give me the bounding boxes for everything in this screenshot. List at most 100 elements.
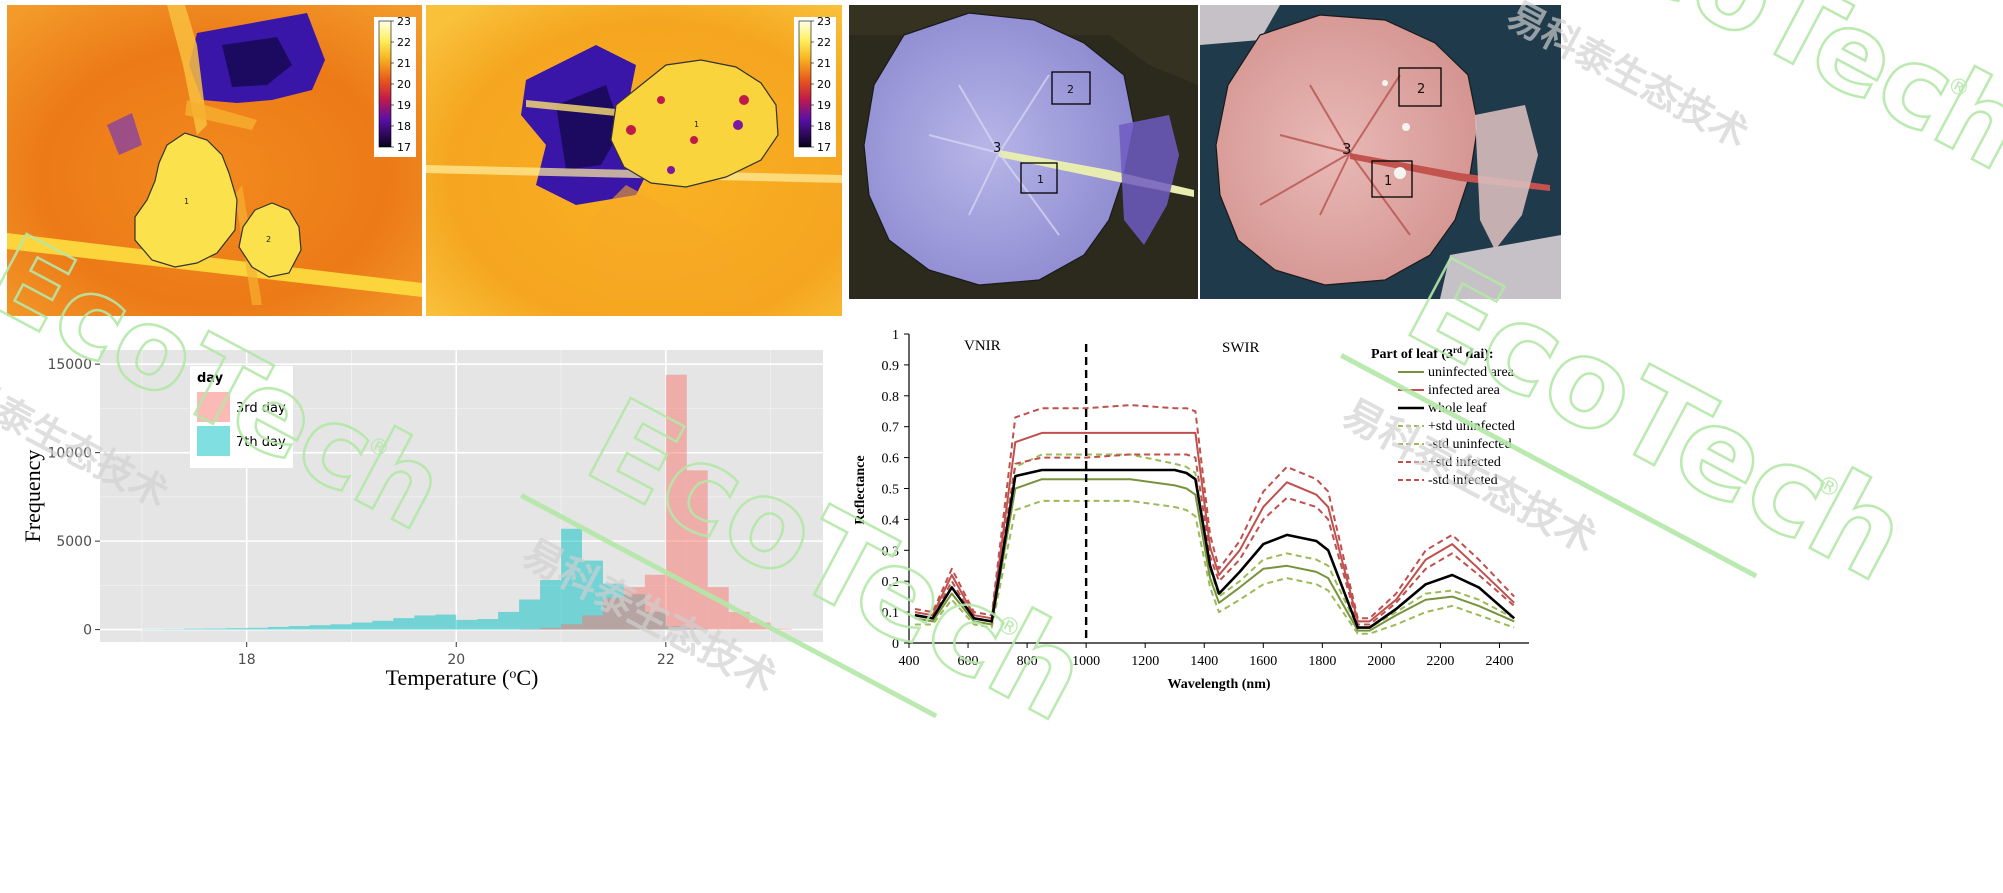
reflectance-chart: 0 0.1 0.2 0.3 0.4 0.5 0.6 0.7 0.8 0.9 1 400 600 800 1…: [846, 320, 2003, 893]
legend-label: infected area: [1428, 383, 1501, 398]
y-tick-label: 0.1: [882, 606, 900, 621]
region-label-2: 2: [266, 235, 271, 244]
series-line-whole-leaf: [914, 468, 1516, 629]
y-tick-label: 0.7: [882, 421, 900, 436]
histogram-bar-7th-day: [267, 626, 289, 630]
colorbar-tick-label: 22: [817, 36, 831, 49]
histogram-bar-7th-day: [519, 599, 541, 630]
legend-label-3rd-day: 3rd day: [236, 401, 286, 416]
legend: Part of leaf (3rd dai): uninfected area i…: [1371, 345, 1515, 488]
histogram-bar-3rd-day: [519, 629, 541, 630]
histogram-bar-3rd-day: [623, 587, 645, 630]
x-tick-label: 1800: [1308, 654, 1336, 669]
region-label-swir: SWIR: [1222, 340, 1260, 356]
x-tick-label: 1600: [1249, 654, 1277, 669]
colorbar-tick-label: 20: [817, 78, 831, 91]
histogram-bar-3rd-day: [686, 470, 708, 630]
legend-swatch-7th-day: [197, 426, 230, 456]
x-tick-label: 400: [899, 654, 920, 669]
y-tick-label: 0.5: [882, 483, 900, 498]
roi-label-2: 2: [1067, 83, 1074, 96]
legend-swatch-3rd-day: [197, 392, 230, 422]
histogram-bar-7th-day: [477, 618, 499, 630]
leaf-photo-vnir: 1 2 3: [849, 5, 1198, 299]
histogram-bar-3rd-day: [770, 628, 792, 630]
leaf-photo-swir: 1 2 3: [1200, 5, 1561, 299]
colorbar-tick-label: 23: [397, 15, 411, 28]
legend-label: -std infected: [1428, 473, 1498, 488]
legend-label: +std uninfected: [1428, 419, 1515, 434]
series-line-std-uninfected: [914, 499, 1515, 635]
y-tick-label: 0: [83, 623, 92, 639]
roi-label-2: 2: [1417, 82, 1425, 97]
watermark-4: EcoTech ® 易科泰生态技术: [1500, 0, 2003, 196]
histogram-bar-7th-day: [351, 622, 373, 630]
x-tick-label: 22: [657, 652, 675, 668]
legend-label-7th-day: 7th day: [236, 435, 286, 450]
x-tick-label: 1200: [1131, 654, 1159, 669]
histogram-bar-7th-day: [561, 528, 582, 630]
x-tick-label: 1000: [1072, 654, 1100, 669]
legend-title: day: [197, 371, 224, 386]
histogram-bar-7th-day: [246, 627, 268, 630]
svg-text:EcoTech: EcoTech: [1548, 0, 2003, 195]
y-tick-label: 0.6: [882, 452, 900, 467]
legend-title: Part of leaf (3rd dai):: [1371, 345, 1494, 362]
legend-label: whole leaf: [1428, 401, 1487, 416]
x-tick-label: 600: [958, 654, 979, 669]
colorbar-tick-label: 18: [397, 120, 411, 133]
colorbar-tick-label: 21: [397, 57, 411, 70]
roi-label-1: 1: [1384, 174, 1392, 189]
colorbar-tick-label: 19: [397, 99, 411, 112]
colorbar: [798, 20, 812, 148]
legend-label: +std infected: [1428, 455, 1501, 470]
roi-box-2: [1398, 67, 1442, 107]
histogram-bar-7th-day: [288, 626, 310, 630]
y-tick-label: 15000: [47, 357, 92, 373]
x-axis-label: Wavelength (nm): [1167, 677, 1270, 692]
histogram-bar-7th-day: [204, 628, 226, 630]
y-tick-label: 0.4: [882, 513, 900, 528]
roi-box-1: [1020, 162, 1058, 194]
series-line-std-infected: [914, 453, 1515, 626]
histogram-bar-7th-day: [372, 620, 394, 630]
histogram-bar-3rd-day: [707, 587, 729, 630]
x-axis-label: Temperature (oC): [386, 665, 539, 690]
y-tick-label: 10000: [47, 446, 92, 462]
y-axis-label: Frequency: [20, 450, 45, 543]
histogram-bar-7th-day: [498, 611, 520, 630]
legend: day 3rd day 7th day: [190, 366, 293, 468]
histogram-bar-7th-day: [183, 628, 205, 630]
y-tick-label: 1: [892, 328, 899, 343]
region-label-vnir: VNIR: [964, 338, 1001, 354]
x-tick-label: 1400: [1190, 654, 1218, 669]
thermal-image-2: 1 23 22 21 20 19 18 17: [426, 5, 842, 316]
y-tick-label: 5000: [56, 534, 92, 550]
series-line-infected-area: [914, 431, 1515, 623]
x-tick-label: 2400: [1485, 654, 1513, 669]
y-tick-label: 0.8: [882, 390, 900, 405]
histogram-bar-3rd-day: [749, 622, 771, 630]
legend-label: uninfected area: [1428, 365, 1515, 380]
leaf-shape: [1215, 14, 1479, 286]
histogram-bar-3rd-day: [582, 615, 603, 630]
histogram-bar-3rd-day: [728, 611, 750, 630]
colorbar-tick-label: 17: [817, 141, 831, 154]
histogram-bar-7th-day: [414, 615, 436, 630]
leaf-region-1: [134, 132, 238, 268]
roi-label-3: 3: [1342, 140, 1352, 158]
histogram-bar-7th-day: [162, 629, 184, 630]
region-label-1: 1: [184, 197, 189, 206]
colorbar-tick-label: 21: [817, 57, 831, 70]
y-tick-label: 0.2: [882, 575, 900, 590]
histogram-bar-7th-day: [225, 628, 247, 630]
x-tick-label: 18: [238, 652, 256, 668]
histogram-bar-3rd-day: [665, 374, 687, 630]
histogram-bar-7th-day: [456, 619, 478, 630]
leaf-region-2: [238, 202, 302, 278]
histogram-bar-3rd-day: [644, 574, 666, 630]
histogram-bar-7th-day: [435, 614, 457, 630]
leaf-region-1b: [610, 59, 779, 188]
x-tick-label: 20: [447, 652, 465, 668]
colorbar: [378, 20, 392, 148]
